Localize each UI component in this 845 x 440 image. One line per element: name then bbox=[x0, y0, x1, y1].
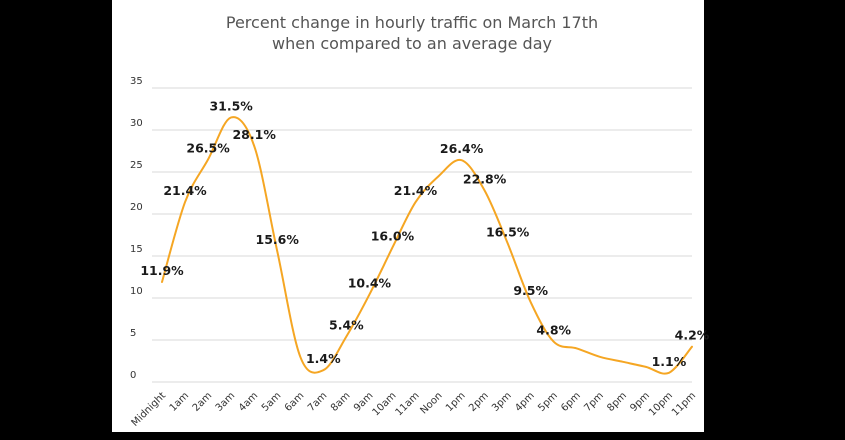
x-tick-label: 10pm bbox=[647, 390, 675, 418]
x-tick-label: 11am bbox=[394, 390, 422, 418]
data-label: 10.4% bbox=[348, 276, 392, 291]
x-tick-label: 3pm bbox=[490, 390, 514, 414]
data-label: 5.4% bbox=[329, 318, 364, 333]
data-label: 26.5% bbox=[186, 140, 230, 155]
x-tick-label: 2pm bbox=[467, 390, 491, 414]
y-tick-label: 0 bbox=[130, 370, 136, 381]
x-tick-label: 8am bbox=[329, 390, 353, 414]
data-label: 1.1% bbox=[652, 354, 687, 369]
chart-title-line-2: when compared to an average day bbox=[272, 34, 552, 53]
x-tick-label: 3am bbox=[214, 390, 238, 414]
x-tick-label: Midnight bbox=[130, 390, 169, 429]
data-label: 26.4% bbox=[440, 141, 484, 156]
data-label: 4.2% bbox=[675, 328, 710, 343]
x-tick-label: 6am bbox=[283, 390, 307, 414]
x-tick-label: 5pm bbox=[536, 390, 560, 414]
x-tick-label: 8pm bbox=[605, 390, 629, 414]
x-tick-label: 5am bbox=[260, 390, 284, 414]
x-tick-label: 11pm bbox=[670, 390, 698, 418]
data-label: 21.4% bbox=[163, 183, 207, 198]
data-label: 15.6% bbox=[256, 232, 300, 247]
y-tick-label: 35 bbox=[130, 76, 143, 87]
data-label: 4.8% bbox=[536, 323, 571, 338]
data-label: 9.5% bbox=[513, 283, 548, 298]
x-tick-label: 4pm bbox=[513, 390, 537, 414]
data-label: 16.0% bbox=[371, 229, 415, 244]
x-axis-ticks: Midnight 1am 2am 3am 4am 5am 6am 7am 8am 9am10am1… bbox=[130, 390, 699, 429]
y-tick-label: 20 bbox=[130, 202, 143, 213]
y-tick-label: 5 bbox=[130, 328, 136, 339]
x-tick-label: Noon bbox=[418, 390, 444, 416]
x-tick-label: 4am bbox=[237, 390, 261, 414]
x-tick-label: 2am bbox=[191, 390, 215, 414]
grid-lines bbox=[152, 87, 692, 383]
data-label: 22.8% bbox=[463, 171, 507, 186]
data-label: 21.4% bbox=[394, 183, 438, 198]
data-label: 16.5% bbox=[486, 224, 530, 239]
data-label: 1.4% bbox=[306, 351, 341, 366]
data-label: 28.1% bbox=[232, 127, 276, 142]
x-tick-label: 1pm bbox=[444, 390, 468, 414]
chart-title-line-1: Percent change in hourly traffic on Marc… bbox=[226, 13, 598, 32]
y-tick-label: 30 bbox=[130, 118, 143, 129]
x-tick-label: 10am bbox=[371, 390, 399, 418]
data-labels: 11.9% 21.4% 26.5% 31.5% 28.1% 15.6% 1.4% 5.4% 10… bbox=[140, 98, 709, 368]
x-tick-label: 1am bbox=[168, 390, 192, 414]
data-label: 31.5% bbox=[209, 98, 253, 113]
y-tick-label: 10 bbox=[130, 286, 143, 297]
y-axis-ticks: 0 5 10 15 20 25 30 35 bbox=[130, 76, 143, 381]
x-tick-label: 7pm bbox=[582, 390, 606, 414]
data-label: 11.9% bbox=[140, 263, 184, 278]
y-tick-label: 25 bbox=[130, 160, 143, 171]
y-tick-label: 15 bbox=[130, 244, 143, 255]
series-line bbox=[161, 116, 693, 375]
x-tick-label: 6pm bbox=[559, 390, 583, 414]
x-tick-label: 7am bbox=[306, 390, 330, 414]
